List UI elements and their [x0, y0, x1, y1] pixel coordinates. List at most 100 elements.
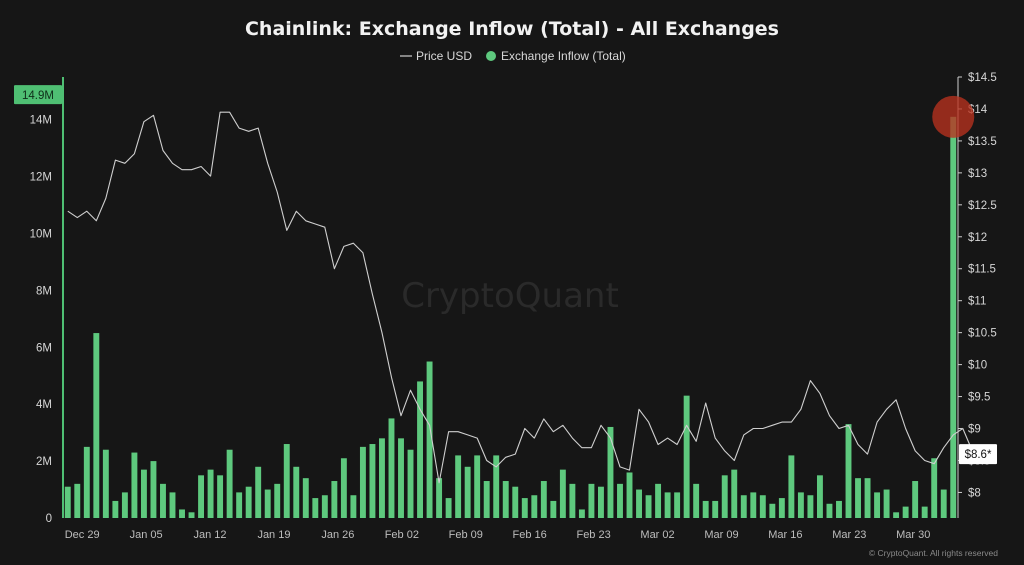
x-tick: Dec 29 [65, 529, 100, 541]
inflow-bar [836, 500, 842, 518]
inflow-bar [236, 492, 243, 518]
inflow-bar [864, 478, 871, 518]
inflow-bar [112, 500, 119, 518]
inflow-bar [379, 438, 385, 518]
y-right-tick: $12 [968, 232, 987, 244]
inflow-bar [140, 469, 147, 518]
x-tick: Mar 02 [640, 529, 674, 541]
inflow-bar [893, 512, 900, 518]
x-tick: Feb 09 [449, 529, 483, 541]
inflow-bar [359, 446, 366, 518]
inflow-bar [74, 483, 81, 518]
inflow-bar [578, 509, 585, 518]
inflow-bar [797, 492, 804, 518]
inflow-bar [131, 452, 138, 518]
inflow-bar [207, 469, 214, 518]
inflow-bar [721, 475, 728, 518]
highlight-marker [932, 95, 975, 138]
inflow-bar [502, 481, 509, 518]
inflow-bar [321, 495, 328, 518]
legend: Price USD Exchange Inflow (Total) [400, 49, 626, 63]
y-right-tick: $9 [968, 424, 981, 436]
inflow-bar [388, 418, 395, 518]
inflow-bar [607, 426, 614, 518]
inflow-bar [788, 455, 795, 518]
inflow-bar [693, 483, 700, 518]
inflow-bar [740, 495, 747, 518]
inflow-bar [302, 478, 309, 518]
inflow-bar [902, 506, 909, 518]
inflow-bar [398, 438, 404, 518]
inflow-bar [512, 486, 519, 518]
legend-price-label: Price USD [416, 49, 472, 63]
inflow-bar [283, 444, 290, 518]
price-line [67, 111, 992, 484]
inflow-bar [569, 483, 576, 518]
inflow-bar [702, 500, 709, 518]
inflow-bar [455, 455, 462, 518]
legend-inflow-marker [486, 51, 496, 61]
inflow-bar [426, 361, 433, 518]
legend-inflow-label: Exchange Inflow (Total) [501, 49, 626, 63]
inflow-bar [417, 381, 423, 518]
inflow-bar [369, 444, 376, 518]
inflow-bar [493, 455, 500, 518]
inflow-bar [883, 489, 890, 518]
x-tick: Jan 26 [321, 529, 354, 541]
y-left-tick: 12M [30, 172, 52, 184]
inflow-bar [759, 495, 766, 518]
inflow-bar [102, 449, 109, 518]
inflow-bar [855, 478, 861, 518]
inflow-bar [217, 475, 224, 518]
inflow-bar [121, 492, 128, 518]
inflow-bar [93, 333, 100, 518]
y-right-tick: $10.5 [968, 328, 997, 340]
inflow-bar [245, 486, 252, 518]
inflow-bar [226, 449, 233, 518]
inflow-bar [826, 503, 833, 518]
inflow-bar [931, 458, 938, 518]
inflow-bar [559, 469, 566, 518]
inflow-bar [445, 498, 452, 518]
x-tick: Mar 30 [896, 529, 930, 541]
inflow-bar [407, 449, 414, 518]
x-tick: Mar 23 [832, 529, 866, 541]
inflow-bar [83, 446, 90, 518]
copyright-credit: © CryptoQuant. All rights reserved [869, 548, 998, 558]
y-left-tick: 8M [36, 285, 52, 297]
inflow-bar [807, 495, 814, 518]
inflow-bar [874, 492, 881, 518]
inflow-bar [474, 455, 481, 518]
inflow-bar [436, 478, 443, 518]
inflow-bar [169, 492, 176, 518]
inflow-bar [531, 495, 538, 518]
inflow-bar [540, 481, 547, 518]
inflow-bar [255, 466, 262, 518]
inflow-bar [816, 475, 823, 518]
inflow-bar [264, 489, 271, 518]
inflow-bar [588, 483, 595, 518]
x-tick: Mar 09 [704, 529, 738, 541]
chart-title: Chainlink: Exchange Inflow (Total) - All… [245, 18, 779, 40]
inflow-bar [664, 492, 671, 518]
inflow-bar [198, 475, 205, 518]
x-tick: Feb 23 [576, 529, 610, 541]
price-line-group [67, 111, 992, 484]
inflow-bar [617, 483, 623, 518]
y-right-tick: $11 [968, 296, 986, 308]
y-right-tick: $12.5 [968, 200, 997, 212]
inflow-bar [950, 116, 957, 518]
inflow-bar [645, 495, 652, 518]
y-left-tick: 4M [36, 399, 52, 411]
y-left-tick: 0 [46, 513, 52, 525]
current-price-label: $8.6* [965, 449, 992, 461]
y-right-tick: $11.5 [968, 264, 996, 276]
x-tick: Jan 12 [194, 529, 227, 541]
inflow-bar [274, 483, 281, 518]
inflow-bar [655, 483, 662, 518]
inflow-bar [598, 486, 604, 518]
inflow-bar [331, 481, 338, 518]
max-value-badge [14, 85, 62, 105]
inflow-bar [312, 498, 319, 518]
